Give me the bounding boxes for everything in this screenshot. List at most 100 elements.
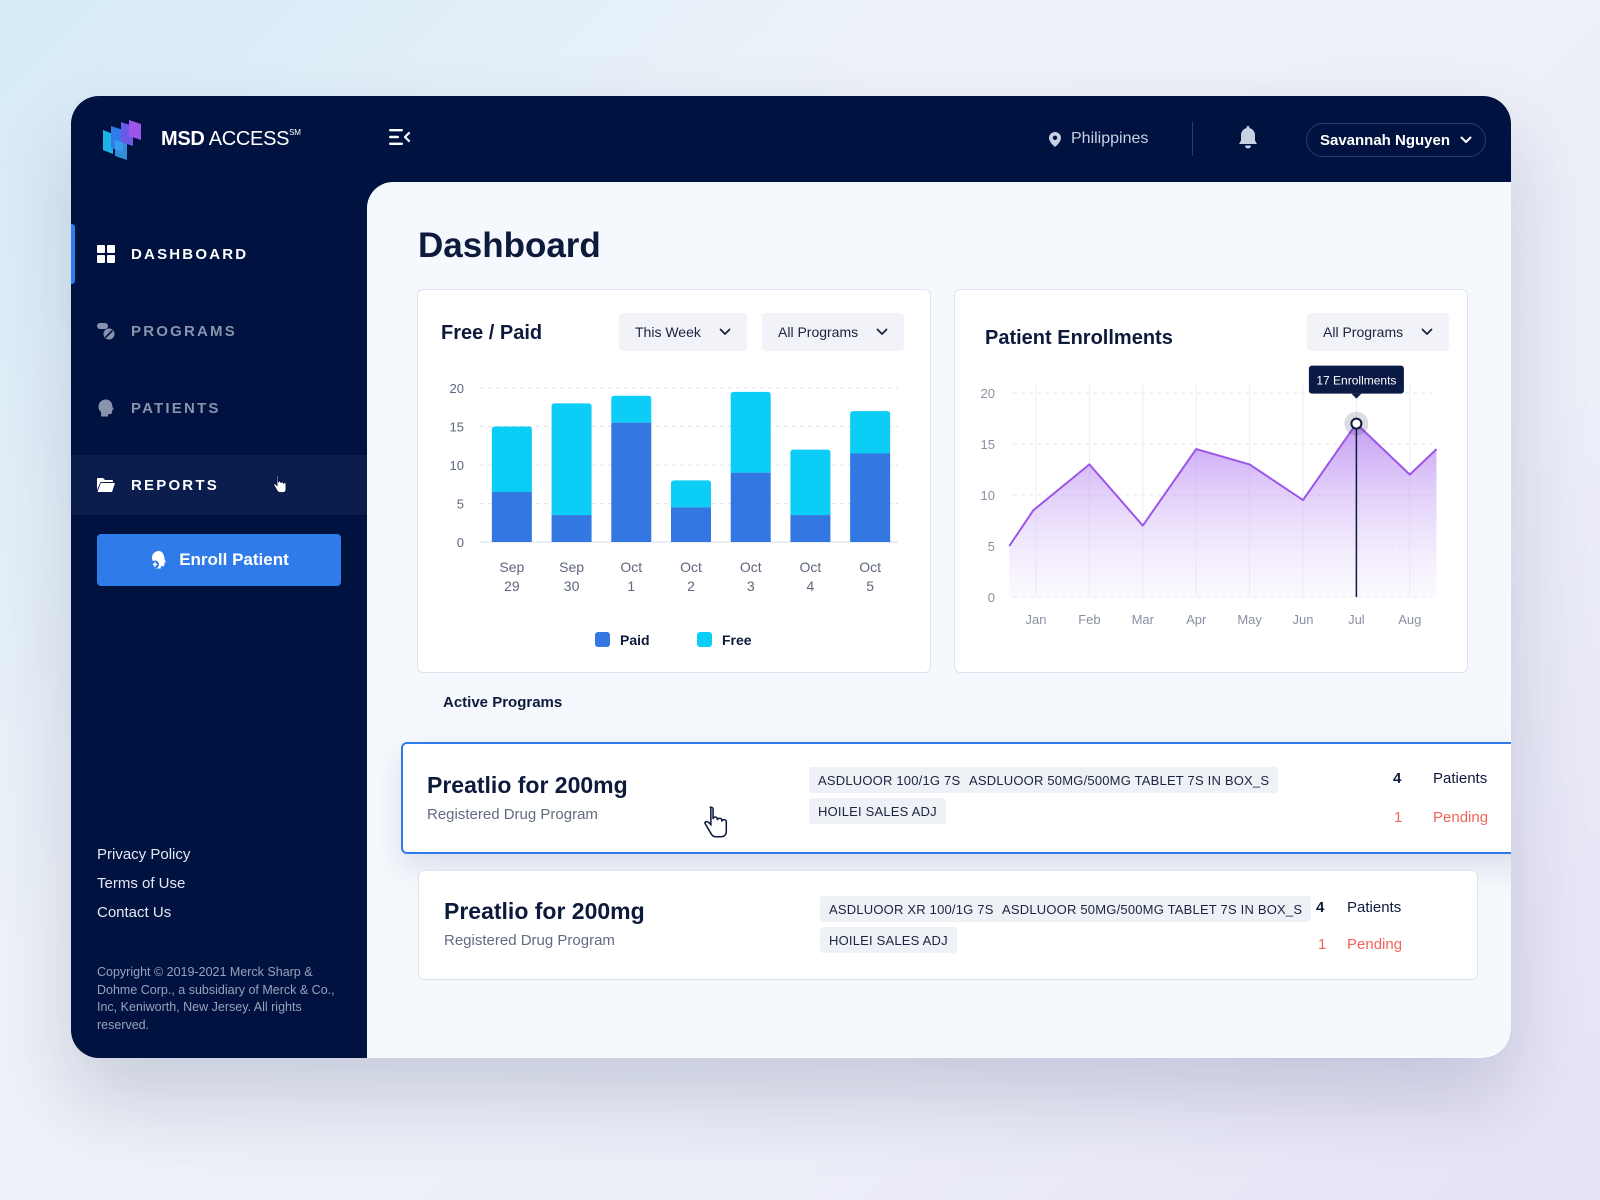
legend-label: Free	[722, 632, 752, 648]
period-dropdown[interactable]: This Week	[619, 313, 747, 351]
terms-of-use-link[interactable]: Terms of Use	[97, 875, 186, 892]
x-tick-label: Sep	[559, 559, 584, 575]
patients-label: Patients	[1433, 770, 1488, 787]
legend-label: Paid	[620, 632, 650, 648]
x-tick-label: 30	[564, 578, 580, 594]
page-title: Dashboard	[418, 226, 601, 265]
x-tick-label: Oct	[800, 559, 822, 575]
highlight-point	[1350, 417, 1363, 430]
privacy-policy-link[interactable]: Privacy Policy	[97, 846, 191, 863]
x-tick-label: Mar	[1132, 612, 1155, 627]
free-bar	[491, 426, 532, 492]
legend-swatch	[697, 632, 712, 647]
x-tick-label: 1	[627, 578, 635, 594]
y-tick-label: 5	[457, 497, 464, 512]
location-label: Philippines	[1071, 130, 1149, 147]
paid-bar	[730, 472, 771, 542]
sidebar-item-reports[interactable]: REPORTS	[71, 455, 367, 515]
hand-cursor-icon	[704, 806, 728, 838]
sidebar-item-dashboard[interactable]: DASHBOARD	[71, 224, 367, 284]
brand-logo[interactable]: MSD ACCESSSM	[101, 118, 301, 160]
free-bar	[611, 395, 652, 423]
x-tick-label: May	[1237, 612, 1262, 627]
x-tick-label: Oct	[620, 559, 642, 575]
x-tick-label: Oct	[859, 559, 881, 575]
footer-links: Privacy Policy Terms of Use Contact Us	[97, 846, 190, 933]
free-paid-program-dropdown[interactable]: All Programs	[762, 313, 904, 351]
free-paid-card: Free / Paid This Week All Programs 0 5 10 1…	[417, 289, 931, 673]
y-tick-label: 0	[457, 535, 464, 550]
hand-cursor-icon	[273, 475, 287, 493]
sidebar-item-label: REPORTS	[131, 476, 219, 494]
user-menu[interactable]: Savannah Nguyen	[1306, 123, 1486, 157]
pending-count: 1	[1318, 936, 1327, 953]
x-tick-label: Feb	[1078, 612, 1100, 627]
x-tick-label: Sep	[499, 559, 524, 575]
y-tick-label: 15	[450, 420, 464, 435]
enroll-patient-label: Enroll Patient	[179, 550, 289, 569]
bell-icon[interactable]	[1237, 126, 1259, 150]
enrollments-program-dropdown[interactable]: All Programs	[1307, 313, 1449, 351]
x-tick-label: 2	[687, 578, 695, 594]
sidebar-item-label: PATIENTS	[131, 399, 221, 417]
y-tick-label: 10	[450, 458, 464, 473]
program-tag: HOILEI SALES ADJ	[809, 798, 946, 824]
y-tick-label: 15	[981, 437, 995, 452]
chevron-down-icon	[719, 328, 731, 335]
x-tick-label: Apr	[1186, 612, 1207, 627]
program-tag: ASDLUOOR XR 100/1G 7S	[820, 896, 1003, 922]
grid-icon	[97, 245, 115, 263]
tooltip-label: 17 Enrollments	[1316, 374, 1396, 388]
location-selector[interactable]: Philippines	[1049, 130, 1148, 148]
sidebar-item-patients[interactable]: PATIENTS	[71, 378, 367, 438]
x-tick-label: Jun	[1293, 612, 1314, 627]
user-name: Savannah Nguyen	[1319, 131, 1451, 149]
add-patient-icon	[151, 551, 167, 569]
paid-bar	[671, 507, 711, 542]
program-dropdown-value: All Programs	[1323, 324, 1404, 340]
enroll-patient-button[interactable]: Enroll Patient	[97, 534, 341, 586]
sidebar-item-label: PROGRAMS	[131, 322, 237, 340]
x-tick-label: 5	[866, 578, 874, 594]
x-tick-label: 4	[807, 578, 815, 594]
y-tick-label: 5	[988, 539, 995, 554]
program-subtitle: Registered Drug Program	[444, 932, 615, 949]
program-row[interactable]: Preatlio for 200mg Registered Drug Progr…	[401, 742, 1511, 854]
pending-count: 1	[1394, 809, 1403, 826]
free-paid-bar-chart: 0 5 10 15 20 Sep 29 Sep 30 Oct 1 Oct 2 Oct 3 Oct 4 Oct 5 Pa…	[450, 381, 898, 648]
topbar-divider	[1192, 122, 1193, 156]
program-tag: ASDLUOOR 100/1G 7S	[809, 767, 970, 793]
sidebar-item-programs[interactable]: PROGRAMS	[71, 301, 367, 361]
map-pin-icon	[1049, 131, 1061, 147]
program-name: Preatlio for 200mg	[444, 898, 645, 924]
sidebar-item-label: DASHBOARD	[131, 245, 249, 263]
period-dropdown-value: This Week	[635, 324, 701, 340]
contact-us-link[interactable]: Contact Us	[97, 904, 172, 921]
program-tag: ASDLUOOR 50MG/500MG TABLET 7S IN BOX_S	[993, 896, 1312, 922]
y-tick-label: 20	[981, 386, 995, 401]
free-bar	[551, 403, 592, 516]
chevron-down-icon	[1421, 328, 1433, 335]
menu-collapse-icon[interactable]	[389, 128, 411, 146]
x-tick-label: Jul	[1348, 612, 1365, 627]
pills-icon	[97, 322, 115, 340]
free-paid-title: Free / Paid	[441, 322, 543, 344]
x-tick-label: Jan	[1026, 612, 1047, 627]
x-tick-label: Oct	[740, 559, 762, 575]
x-tick-label: 29	[504, 578, 520, 594]
x-tick-label: Aug	[1398, 612, 1421, 627]
head-icon	[97, 399, 115, 417]
y-tick-label: 20	[450, 381, 464, 396]
program-subtitle: Registered Drug Program	[427, 806, 598, 823]
chevron-down-icon	[1460, 136, 1472, 143]
y-tick-label: 0	[988, 590, 995, 605]
free-bar	[671, 480, 711, 508]
app-window: MSD ACCESSSM Philippines Savannah Nguyen	[71, 96, 1511, 1058]
copyright-text: Copyright © 2019-2021 Merck Sharp & Dohm…	[97, 965, 335, 1032]
chevron-down-icon	[876, 328, 888, 335]
enrollments-area-chart: 0 5 10 15 20 Jan Feb Mar Apr May Jun Jul Aug 17 Enrol…	[981, 365, 1438, 627]
program-name: Preatlio for 200mg	[427, 772, 628, 798]
y-tick-label: 10	[981, 488, 995, 503]
program-row[interactable]: Preatlio for 200mg Registered Drug Progr…	[418, 870, 1478, 980]
x-tick-label: Oct	[680, 559, 702, 575]
